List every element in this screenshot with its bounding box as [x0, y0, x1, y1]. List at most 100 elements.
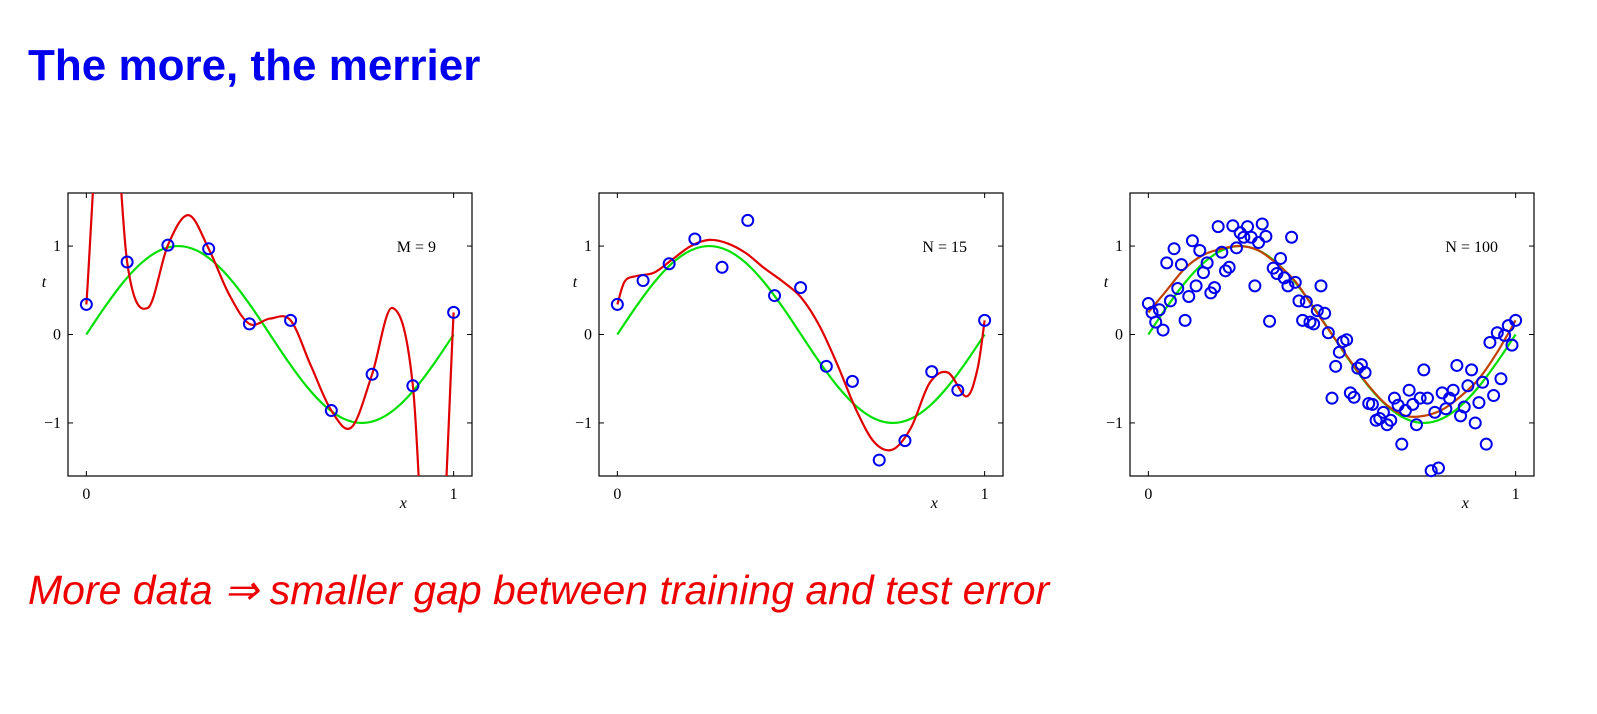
x-tick-label: 1	[1512, 486, 1520, 503]
data-point	[872, 453, 886, 467]
data-point	[1259, 229, 1273, 243]
data-point	[1494, 372, 1508, 386]
data-point	[1263, 314, 1277, 328]
data-point	[951, 383, 965, 397]
data-point	[202, 242, 216, 256]
data-point	[1420, 391, 1434, 405]
data-point	[1402, 383, 1416, 397]
data-point	[1152, 303, 1166, 317]
x-tick-label: 0	[82, 486, 90, 503]
data-point	[636, 274, 650, 288]
y-tick-label: 0	[584, 327, 592, 344]
data-point	[978, 313, 992, 327]
data-point	[1174, 258, 1188, 272]
data-point	[898, 434, 912, 448]
data-point	[1461, 379, 1475, 393]
data-point	[1296, 313, 1310, 327]
data-point	[1160, 256, 1174, 270]
data-point	[1354, 358, 1368, 372]
data-point	[1277, 271, 1291, 285]
data-point	[1211, 220, 1225, 234]
y-tick-label: 1	[53, 238, 61, 255]
data-point	[845, 374, 859, 388]
data-point	[1358, 366, 1372, 380]
data-point	[1428, 405, 1442, 419]
data-point	[1443, 391, 1457, 405]
data-point	[79, 297, 93, 311]
data-point	[1230, 241, 1244, 255]
data-point	[1417, 363, 1431, 377]
data-point	[1156, 323, 1170, 337]
data-point	[447, 305, 461, 319]
data-point	[1222, 260, 1236, 274]
data-point	[794, 281, 808, 295]
y-tick-label: −1	[575, 415, 592, 432]
data-point	[1446, 383, 1460, 397]
x-tick-label: 1	[981, 486, 989, 503]
data-point	[1476, 375, 1490, 389]
data-point	[1465, 363, 1479, 377]
data-point	[1288, 275, 1302, 289]
data-point	[1171, 282, 1185, 296]
data-point	[1387, 391, 1401, 405]
data-point	[1292, 294, 1306, 308]
x-tick-label: 1	[450, 486, 458, 503]
curve	[616, 238, 986, 452]
data-point	[324, 404, 338, 418]
data-point	[1163, 294, 1177, 308]
data-point	[1432, 461, 1446, 475]
data-point	[365, 367, 379, 381]
data-point	[1483, 335, 1497, 349]
y-tick-label: 0	[53, 327, 61, 344]
y-tick-label: 0	[1115, 327, 1123, 344]
data-point	[1490, 326, 1504, 340]
data-point	[1409, 418, 1423, 432]
data-point	[1178, 313, 1192, 327]
y-tick-label: 1	[584, 238, 592, 255]
y-axis-label: t	[573, 274, 578, 291]
data-point	[662, 257, 676, 271]
data-point	[1310, 304, 1324, 318]
data-point	[1509, 313, 1523, 327]
data-point	[1241, 220, 1255, 234]
data-point	[1340, 333, 1354, 347]
data-point	[1281, 279, 1295, 293]
chart: −1 0 1 0 1 x t N = 15	[573, 192, 1004, 512]
data-point	[1413, 391, 1427, 405]
data-point	[1255, 217, 1269, 231]
data-point	[1307, 317, 1321, 331]
data-point	[1450, 358, 1464, 372]
data-point	[1505, 338, 1519, 352]
slide-title: The more, the merrier	[28, 41, 480, 90]
data-point	[120, 255, 134, 269]
data-point	[819, 359, 833, 373]
y-tick-label: −1	[44, 415, 61, 432]
y-axis-label: t	[42, 274, 47, 291]
data-point	[161, 238, 175, 252]
y-axis-label: t	[1104, 274, 1109, 291]
data-point	[715, 260, 729, 274]
y-tick-label: 1	[1115, 238, 1123, 255]
data-point	[1468, 416, 1482, 430]
data-point	[688, 232, 702, 246]
data-point	[406, 379, 420, 393]
data-point	[1218, 264, 1232, 278]
data-point	[1321, 326, 1335, 340]
annotation: N = 15	[922, 239, 967, 256]
data-point	[1207, 281, 1221, 295]
data-point	[284, 313, 298, 327]
data-point	[1395, 437, 1409, 451]
data-point	[1376, 405, 1390, 419]
x-axis-label: x	[930, 495, 938, 512]
data-point	[1167, 242, 1181, 256]
data-point	[1384, 413, 1398, 427]
data-point	[610, 297, 624, 311]
curve	[85, 244, 455, 425]
data-point	[1329, 359, 1343, 373]
data-point	[1200, 256, 1214, 270]
data-point	[1487, 389, 1501, 403]
data-point	[1424, 464, 1438, 478]
data-point	[1285, 230, 1299, 244]
data-point	[1149, 315, 1163, 329]
